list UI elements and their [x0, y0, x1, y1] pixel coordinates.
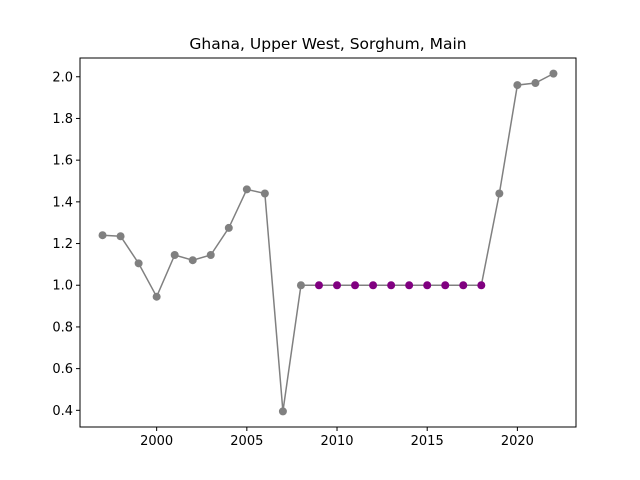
plot-area: [98, 69, 558, 416]
x-axis: 2000 2005 2010 2015 2020: [140, 427, 534, 449]
data-point-2000: [152, 292, 161, 301]
data-point-2009: [314, 281, 323, 290]
data-point-2020: [513, 81, 522, 90]
axes-frame: [79, 57, 577, 428]
x-tick-label: 2000: [140, 434, 173, 449]
data-point-1998: [116, 232, 125, 241]
y-tick-label: 0.8: [52, 320, 73, 335]
y-tick-label: 0.6: [52, 362, 73, 377]
y-tick-label: 1.8: [52, 112, 73, 127]
data-point-1997: [98, 231, 107, 240]
data-point-2006: [260, 189, 269, 198]
data-point-2002: [188, 256, 197, 265]
data-point-2015: [423, 281, 432, 290]
x-tick-label: 2010: [320, 434, 353, 449]
data-point-2014: [405, 281, 414, 290]
data-point-1999: [134, 259, 143, 268]
data-point-2021: [531, 79, 540, 88]
y-axis: 0.4 0.6 0.8 1.0 1.2 1.4 1.6 1.8 2.0: [52, 70, 80, 419]
data-point-2011: [351, 281, 360, 290]
x-tick-label: 2005: [230, 434, 263, 449]
data-point-2019: [495, 189, 504, 198]
data-point-2004: [224, 223, 233, 232]
x-tick-label: 2015: [411, 434, 444, 449]
data-point-2010: [333, 281, 342, 290]
data-point-2022: [549, 69, 558, 78]
data-point-2012: [369, 281, 378, 290]
y-tick-label: 1.4: [52, 195, 73, 210]
data-point-2003: [206, 251, 215, 260]
y-tick-label: 1.6: [52, 154, 73, 169]
data-point-2005: [242, 185, 251, 194]
y-tick-label: 1.0: [52, 279, 73, 294]
y-tick-label: 1.2: [52, 237, 73, 252]
x-tick-label: 2020: [501, 434, 534, 449]
data-point-2007: [278, 407, 287, 416]
y-tick-label: 0.4: [52, 404, 73, 419]
chart-title: Ghana, Upper West, Sorghum, Main: [189, 35, 466, 53]
data-point-2001: [170, 251, 179, 260]
data-point-2018: [477, 281, 486, 290]
data-point-2013: [387, 281, 396, 290]
data-point-2016: [441, 281, 450, 290]
data-point-2017: [459, 281, 468, 290]
y-tick-label: 2.0: [52, 70, 73, 85]
data-point-2008: [296, 281, 305, 290]
